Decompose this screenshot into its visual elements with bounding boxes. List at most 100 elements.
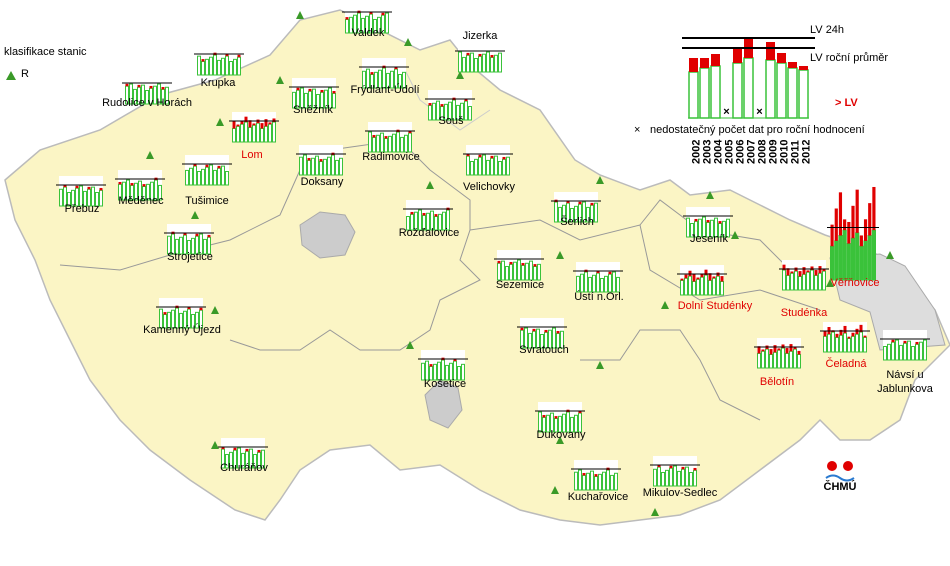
- mini-bar-exceed: [793, 347, 797, 350]
- mini-bar: [789, 350, 793, 369]
- legend-year: 2011: [789, 140, 801, 164]
- mini-bar: [505, 266, 509, 281]
- mini-bar-exceed: [137, 84, 141, 88]
- mini-bar: [229, 451, 233, 469]
- mini-bar: [863, 336, 867, 353]
- mini-bar: [486, 159, 490, 176]
- mini-bar: [462, 56, 466, 73]
- legend-year: 2005: [723, 140, 735, 164]
- mini-bar: [478, 156, 482, 176]
- mini-bar: [83, 190, 87, 207]
- station-triangle: [731, 231, 739, 239]
- mini-bar: [201, 61, 205, 76]
- mini-bar: [843, 332, 847, 353]
- mini-bar: [408, 132, 412, 153]
- station-label: Mikulov-Sedlec: [643, 487, 718, 499]
- mini-bar: [468, 106, 472, 121]
- station-label: Jizerka: [463, 30, 499, 42]
- mini-bar: [203, 238, 207, 255]
- mini-bar: [498, 161, 502, 176]
- mini-bar-exceed: [851, 332, 855, 337]
- mini-bar: [304, 92, 308, 109]
- mini-bar: [430, 210, 434, 231]
- mini-bar: [345, 19, 349, 34]
- mini-bar: [95, 192, 99, 207]
- mini-bar: [332, 92, 336, 109]
- mini-bar: [410, 213, 414, 231]
- mini-bar: [421, 362, 425, 381]
- mini-bar: [470, 52, 474, 73]
- mini-bar: [335, 159, 339, 176]
- legend-year: 2006: [734, 140, 746, 164]
- mini-bar: [402, 71, 406, 89]
- mini-bar: [509, 263, 513, 281]
- mini-bar: [167, 235, 171, 255]
- mini-bar: [175, 307, 179, 329]
- mini-bar: [456, 104, 460, 121]
- mini-bar-exceed: [680, 278, 684, 281]
- mini-bar: [706, 221, 710, 238]
- mini-bar: [441, 359, 445, 381]
- mini-bar-exceed: [797, 350, 801, 355]
- mini-bar-exceed: [684, 274, 688, 279]
- mini-bar: [197, 171, 201, 186]
- legend-bar-exceed: [799, 66, 808, 70]
- x-mark-icon: ×: [634, 124, 640, 136]
- mini-bar-exceed: [248, 120, 252, 128]
- mini-bar: [524, 327, 528, 349]
- legend-bar: [732, 62, 743, 119]
- mini-bar-exceed: [532, 328, 536, 332]
- mini-bar: [369, 13, 373, 34]
- mini-bar-exceed: [863, 335, 867, 338]
- station-triangle: [826, 279, 834, 287]
- mini-bar: [839, 334, 843, 353]
- mini-bar: [614, 472, 618, 491]
- mini-bar-exceed: [785, 348, 789, 354]
- mini-bar: [191, 314, 195, 329]
- mini-bar-exceed: [434, 214, 438, 217]
- mini-bar-exceed: [453, 358, 457, 362]
- mini-bar: [610, 474, 614, 491]
- legend-year: 2008: [756, 140, 768, 164]
- legend-bar: [699, 67, 710, 119]
- mini-bar: [835, 336, 839, 353]
- mini-bar-exceed: [187, 306, 191, 310]
- mini-bar: [261, 449, 265, 469]
- mini-bar: [494, 54, 498, 73]
- mini-bar: [850, 237, 856, 281]
- mini-bar: [145, 90, 149, 105]
- station-label: Dukovany: [537, 429, 586, 441]
- station-label: Čeladná: [826, 357, 868, 370]
- mini-bar: [653, 468, 657, 487]
- mini-bar: [299, 156, 303, 176]
- mini-bar: [582, 201, 586, 223]
- mini-bar-exceed: [236, 124, 240, 127]
- mini-bar: [328, 87, 332, 109]
- station-label: Sezemice: [496, 279, 544, 291]
- mini-bar: [233, 58, 237, 76]
- mini-bar: [693, 469, 697, 487]
- mini-bar-exceed: [233, 447, 237, 451]
- mini-bar-exceed: [240, 120, 244, 125]
- mini-bar: [600, 278, 604, 293]
- mini-bar: [87, 188, 91, 207]
- mini-bar-exceed: [688, 270, 692, 277]
- mini-bar-exceed: [544, 329, 548, 333]
- mini-bar-exceed: [272, 118, 276, 123]
- mini-bar-exceed: [761, 349, 765, 352]
- mini-bar: [368, 131, 372, 153]
- mini-bar: [199, 233, 203, 255]
- mini-bar: [712, 277, 716, 296]
- mini-bar: [130, 184, 134, 201]
- mini-bar-exceed: [193, 163, 197, 167]
- mini-bar-exceed: [245, 448, 249, 452]
- mini-bar: [576, 275, 580, 293]
- mini-bar: [722, 220, 726, 238]
- mini-bar: [141, 84, 145, 105]
- mini-bar: [292, 91, 296, 109]
- station-triangle: [404, 38, 412, 46]
- mini-bar: [830, 245, 835, 281]
- mini-bar: [814, 274, 818, 291]
- mini-bar: [596, 272, 600, 293]
- legend-year: 2002: [690, 140, 702, 164]
